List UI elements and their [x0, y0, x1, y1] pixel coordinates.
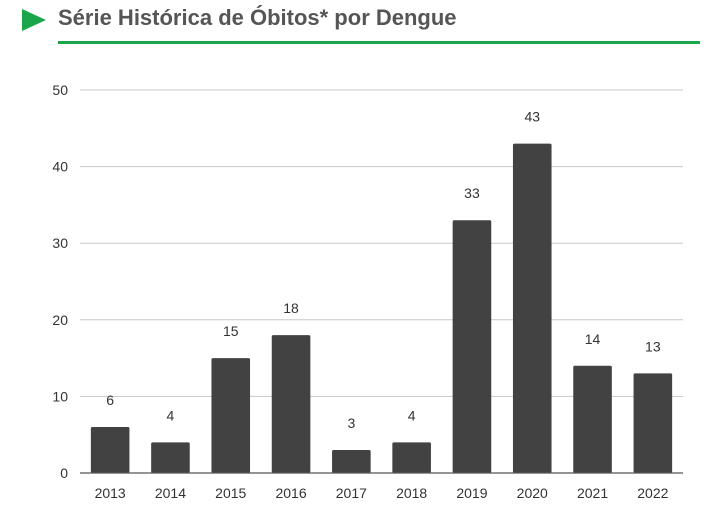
- x-tick-label-2021: 2021: [577, 485, 608, 501]
- y-tick-label: 0: [60, 465, 68, 481]
- grid-layer: [80, 89, 683, 397]
- y-tick-label: 20: [52, 312, 68, 328]
- x-tick-label-2015: 2015: [215, 485, 246, 501]
- data-label-2021: 14: [585, 331, 601, 347]
- bar-2017: [332, 450, 371, 473]
- play-triangle-icon: [22, 9, 46, 31]
- y-tick-label: 30: [52, 235, 68, 251]
- y-tick-label: 10: [52, 388, 68, 404]
- chart-header: Série Histórica de Óbitos* por Dengue: [0, 0, 720, 46]
- y-tick-label: 50: [52, 82, 68, 98]
- axis-layer: 0 10 20 30 40 50 2013 2014 2015 2016 2017 2018 2019 2…: [52, 82, 683, 501]
- x-tick-label-2013: 2013: [95, 485, 126, 501]
- bar-2015: [211, 358, 251, 473]
- bar-2018: [392, 442, 431, 473]
- title-underline: [58, 41, 700, 44]
- data-label-2018: 4: [408, 407, 416, 423]
- x-tick-label-2017: 2017: [336, 485, 367, 501]
- data-label-2019: 33: [464, 185, 480, 201]
- x-tick-label-2014: 2014: [155, 485, 186, 501]
- x-tick-label-2016: 2016: [275, 485, 306, 501]
- y-tick-label: 40: [52, 159, 68, 175]
- data-label-2014: 4: [167, 407, 175, 423]
- page-title: Série Histórica de Óbitos* por Dengue: [58, 5, 457, 30]
- x-tick-label-2020: 2020: [517, 485, 548, 501]
- bar-chart: 6 4 15 18 3 4 33 43 14 13 0 10 20 30 40 50 2013 2014 2015…: [52, 82, 683, 501]
- bar-2021: [573, 365, 612, 473]
- bar-2020: [512, 143, 552, 473]
- bar-2016: [271, 335, 311, 473]
- data-label-2022: 13: [645, 338, 661, 354]
- data-labels-layer: 6 4 15 18 3 4 33 43 14 13: [106, 109, 661, 431]
- chart-container: 6 4 15 18 3 4 33 43 14 13 0 10 20 30 40 50 2013 2014 2015…: [0, 60, 720, 508]
- bar-2019: [452, 220, 492, 473]
- x-tick-label-2022: 2022: [637, 485, 668, 501]
- x-tick-label-2018: 2018: [396, 485, 427, 501]
- data-label-2016: 18: [283, 300, 299, 316]
- data-label-2015: 15: [223, 323, 239, 339]
- bar-2022: [633, 373, 673, 473]
- x-tick-label-2019: 2019: [456, 485, 487, 501]
- bar-2013: [90, 427, 130, 473]
- bar-2014: [151, 442, 190, 473]
- bars-layer: [90, 143, 673, 473]
- data-label-2013: 6: [106, 392, 114, 408]
- data-label-2017: 3: [347, 415, 355, 431]
- data-label-2020: 43: [524, 109, 540, 125]
